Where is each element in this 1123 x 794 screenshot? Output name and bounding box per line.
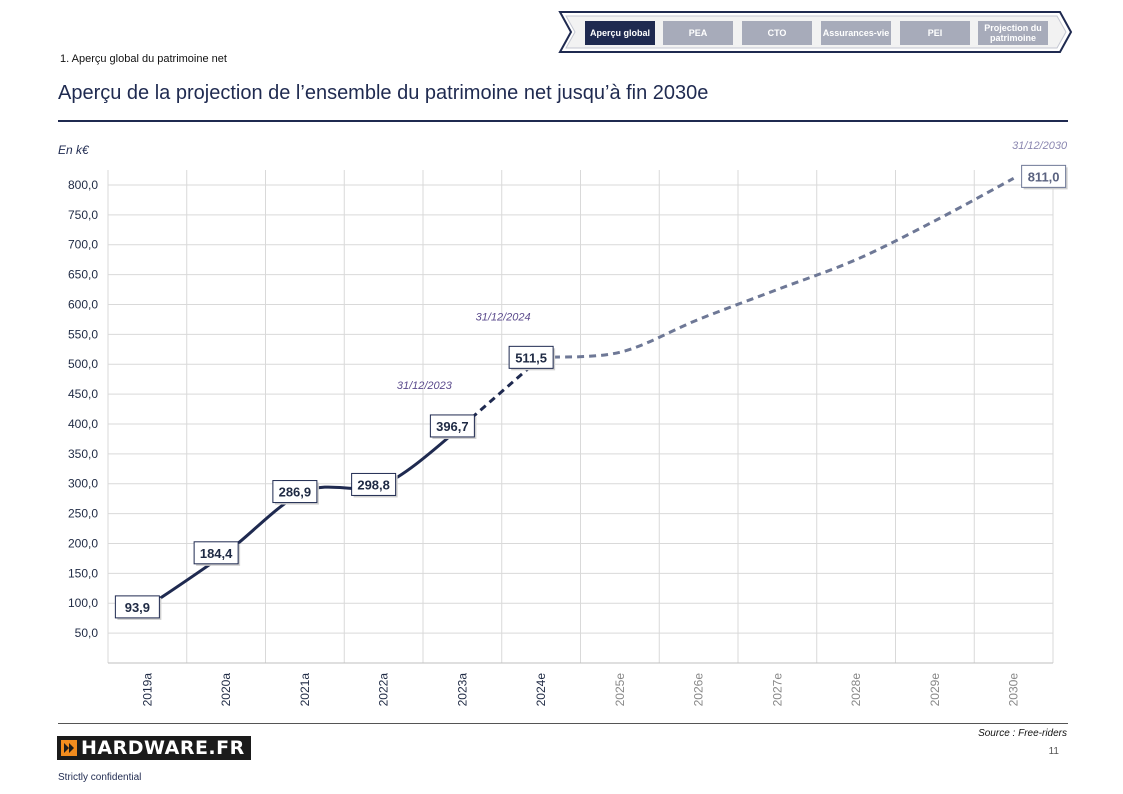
y-tick-label: 750,0 — [68, 208, 98, 222]
tab-projection-patrimoine[interactable]: Projection du patrimoine — [978, 21, 1048, 45]
data-label: 811,0 — [1028, 169, 1060, 184]
x-tick-label: 2023a — [455, 673, 469, 707]
logo-mark-icon — [61, 740, 77, 756]
data-label-box — [351, 472, 397, 496]
y-tick-label: 50,0 — [75, 626, 99, 640]
y-tick-label: 800,0 — [68, 178, 98, 192]
data-label: 93,9 — [125, 600, 150, 615]
date-annotation: 31/12/2023 — [397, 380, 453, 392]
logo-text: HARDWARE.FR — [81, 737, 245, 759]
source-note: Source : Free-riders — [978, 728, 1067, 739]
data-label-box — [508, 345, 554, 369]
data-label: 184,4 — [200, 546, 233, 561]
y-tick-label: 200,0 — [68, 536, 98, 550]
tab-cto[interactable]: CTO — [742, 21, 812, 45]
y-tick-label: 650,0 — [68, 268, 98, 282]
data-label-box — [114, 595, 160, 619]
projected-series-line — [541, 177, 1015, 359]
data-label: 511,5 — [515, 350, 547, 365]
x-tick-label: 2024e — [534, 673, 548, 707]
y-tick-label: 550,0 — [68, 327, 98, 341]
x-tick-label: 2019a — [140, 673, 154, 707]
tab-pea[interactable]: PEA — [663, 21, 733, 45]
data-label: 286,9 — [279, 485, 312, 500]
x-tick-label: 2030e — [1007, 673, 1021, 707]
x-tick-label: 2021a — [298, 673, 312, 707]
x-tick-label: 2022a — [377, 673, 391, 707]
x-tick-label: 2026e — [692, 673, 706, 707]
tab-assurances-vie[interactable]: Assurances-vie — [821, 21, 891, 45]
net-worth-projection-chart: 50,0 100,0 150,0 200,0 250,0 300,0 350,0 400,0 4… — [68, 140, 1068, 707]
data-label-box — [1021, 164, 1067, 188]
page-title: Aperçu de la projection de l’ensemble du… — [58, 82, 709, 104]
section-navigation: Aperçu global PEA CTO Assurances-vie PEI… — [558, 10, 1073, 54]
y-tick-label: 350,0 — [68, 447, 98, 461]
x-tick-label: 2025e — [613, 673, 627, 707]
y-tick-label: 700,0 — [68, 238, 98, 252]
data-label-box — [193, 541, 239, 565]
y-tick-label: 250,0 — [68, 507, 98, 521]
title-divider — [58, 120, 1068, 122]
tab-apercu-global[interactable]: Aperçu global — [585, 21, 655, 45]
hardware-fr-logo: HARDWARE.FR — [57, 736, 251, 760]
tab-pei[interactable]: PEI — [900, 21, 970, 45]
actual-series-line — [146, 424, 464, 609]
y-tick-label: 100,0 — [68, 596, 98, 610]
y-tick-label: 450,0 — [68, 387, 98, 401]
y-tick-label: 150,0 — [68, 566, 98, 580]
breadcrumb: 1. Aperçu global du patrimoine net — [60, 53, 227, 65]
x-tick-label: 2027e — [770, 673, 784, 707]
data-label-box — [429, 414, 475, 438]
x-tick-label: 2020a — [219, 673, 233, 707]
date-annotation: 31/12/2024 — [476, 311, 531, 323]
footer-divider — [58, 723, 1068, 724]
data-label-box — [272, 480, 318, 504]
page-number: 11 — [1048, 746, 1059, 757]
data-label: 396,7 — [436, 419, 469, 434]
x-tick-label: 2029e — [928, 673, 942, 707]
data-label: 298,8 — [357, 477, 390, 492]
confidentiality-note: Strictly confidential — [58, 772, 142, 783]
y-tick-label: 300,0 — [68, 477, 98, 491]
unit-label: En k€ — [58, 143, 89, 157]
y-tick-label: 600,0 — [68, 297, 98, 311]
y-tick-label: 400,0 — [68, 417, 98, 431]
y-tick-label: 500,0 — [68, 357, 98, 371]
x-tick-label: 2028e — [849, 673, 863, 707]
date-annotation: 31/12/2030 — [1012, 140, 1068, 152]
